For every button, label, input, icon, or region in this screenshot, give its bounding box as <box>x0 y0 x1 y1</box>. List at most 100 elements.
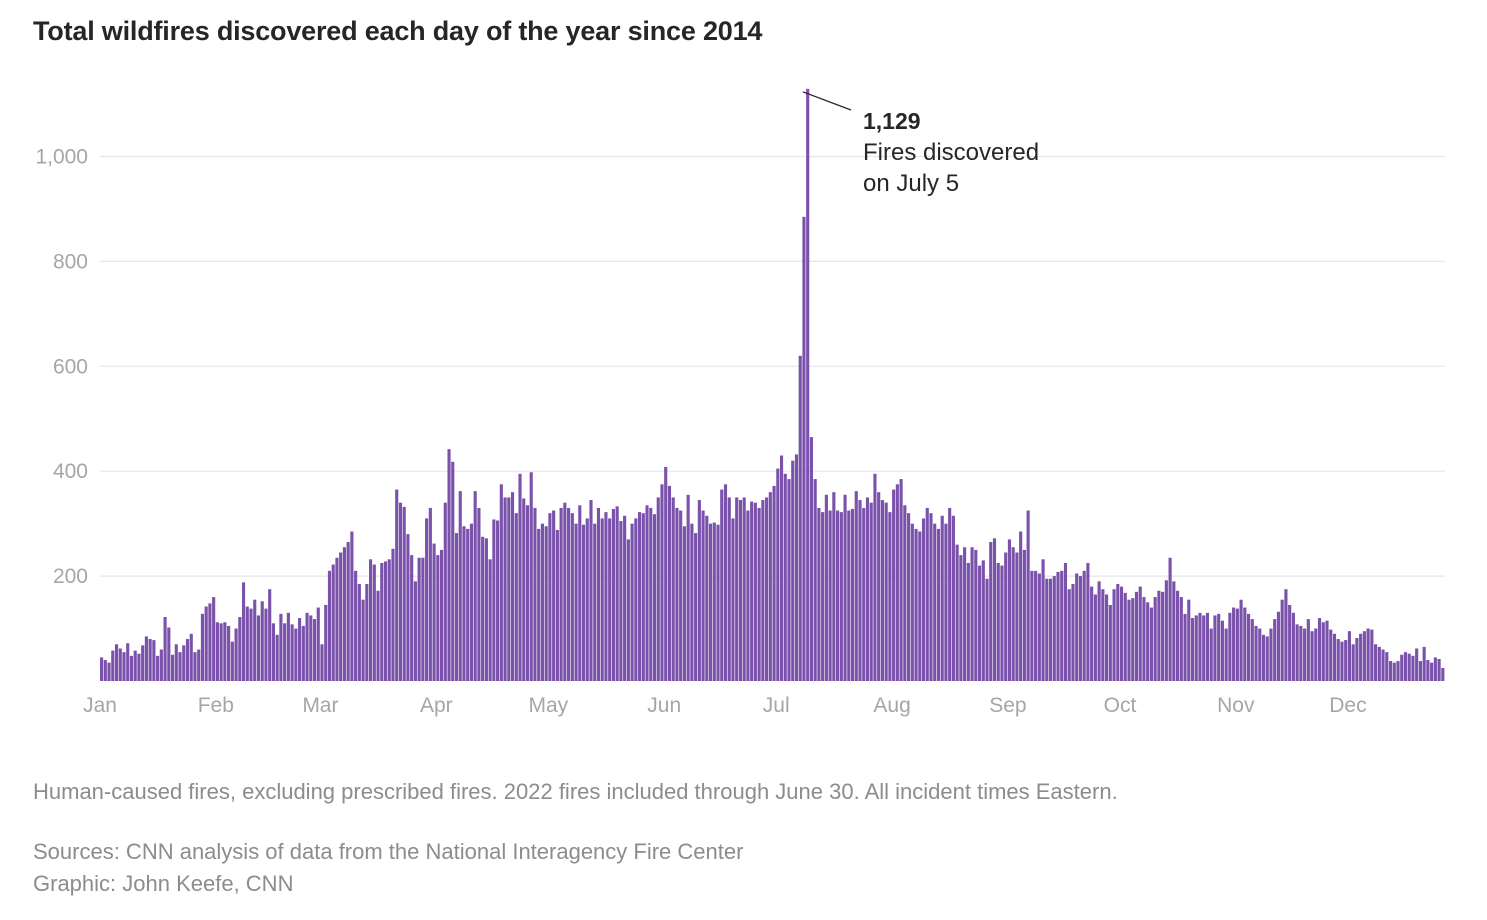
annotation-line-2: on July 5 <box>863 170 959 197</box>
peak-annotation: 1,129 Fires discovered on July 5 <box>802 91 1039 197</box>
chart-svg: 200 400 600 800 1,000 Jan Feb Mar Apr May Jun Jul A… <box>35 88 1445 717</box>
bar <box>877 492 881 681</box>
y-tick-label: 800 <box>53 250 88 273</box>
bar <box>1355 637 1359 681</box>
bar <box>1112 589 1116 681</box>
bar <box>720 489 724 681</box>
bar <box>1430 662 1434 681</box>
bar <box>111 650 115 681</box>
bar <box>963 547 967 681</box>
bar <box>294 628 298 681</box>
bar <box>847 510 851 681</box>
bar <box>1149 607 1153 681</box>
bar <box>268 589 272 681</box>
bar <box>873 473 877 681</box>
bar <box>1422 646 1426 681</box>
bar <box>327 570 332 681</box>
bar <box>839 512 843 681</box>
bar <box>1299 625 1303 681</box>
bar <box>215 622 219 681</box>
bar <box>1105 594 1109 681</box>
bar <box>290 624 294 681</box>
bar <box>1108 604 1112 681</box>
bar <box>488 559 492 681</box>
bar <box>1220 620 1224 681</box>
bar <box>279 613 283 681</box>
bar <box>1415 648 1419 681</box>
bar <box>1370 629 1374 681</box>
bar <box>1194 615 1198 681</box>
x-tick-label: Jul <box>763 694 790 717</box>
bar <box>570 513 574 681</box>
bar <box>555 529 559 681</box>
x-tick-label: Aug <box>873 694 910 717</box>
bar <box>813 479 817 681</box>
bar <box>1329 629 1333 681</box>
bar <box>1310 631 1314 681</box>
bar <box>1052 576 1056 681</box>
bar <box>630 523 634 681</box>
bar <box>223 622 227 681</box>
bar <box>305 612 309 681</box>
bar <box>1332 633 1337 681</box>
bar <box>608 518 612 681</box>
bar <box>286 612 290 681</box>
bar <box>1284 589 1288 681</box>
bar <box>1202 615 1206 681</box>
bar <box>1224 628 1228 681</box>
bar <box>731 518 735 681</box>
bar <box>667 485 672 681</box>
bar <box>357 583 361 681</box>
bar <box>559 507 563 681</box>
y-tick-label: 200 <box>53 565 88 588</box>
bar <box>208 603 212 681</box>
bar <box>395 489 399 681</box>
bar <box>1168 557 1172 681</box>
bar <box>182 645 186 681</box>
bar <box>1000 565 1004 681</box>
bar <box>185 639 190 681</box>
bar <box>1056 571 1060 681</box>
bar <box>563 502 567 681</box>
bar <box>1314 628 1318 681</box>
bar <box>757 507 761 681</box>
bar <box>1198 612 1202 681</box>
bar <box>1288 604 1292 681</box>
bar <box>1060 570 1064 681</box>
bar <box>514 513 518 681</box>
bar <box>1441 667 1445 681</box>
bar <box>1119 586 1124 681</box>
bar <box>339 552 343 681</box>
bar <box>843 494 847 681</box>
bar <box>1127 599 1131 681</box>
y-tick-label: 600 <box>53 355 88 378</box>
bar <box>1030 570 1034 681</box>
bar <box>518 473 522 681</box>
bar <box>443 502 447 681</box>
bar <box>948 507 952 681</box>
bar <box>499 484 503 681</box>
bar <box>413 581 417 681</box>
bar <box>383 561 388 681</box>
bar <box>439 549 444 682</box>
bar <box>193 652 197 681</box>
bar <box>372 564 376 681</box>
bar <box>925 507 929 681</box>
bar <box>892 489 896 681</box>
bar <box>850 508 855 681</box>
bar <box>152 640 156 681</box>
bar <box>985 578 989 681</box>
bar <box>1138 586 1142 681</box>
bar <box>821 512 825 681</box>
bar <box>1153 597 1157 681</box>
chart-title: Total wildfires discovered each day of t… <box>33 16 763 46</box>
bar <box>137 653 141 681</box>
bar <box>230 641 234 681</box>
bar <box>436 555 440 681</box>
bar <box>787 479 791 681</box>
bar <box>806 88 810 682</box>
bar <box>776 468 780 681</box>
bar <box>1303 628 1307 681</box>
bar <box>742 497 746 681</box>
bar <box>944 523 948 681</box>
